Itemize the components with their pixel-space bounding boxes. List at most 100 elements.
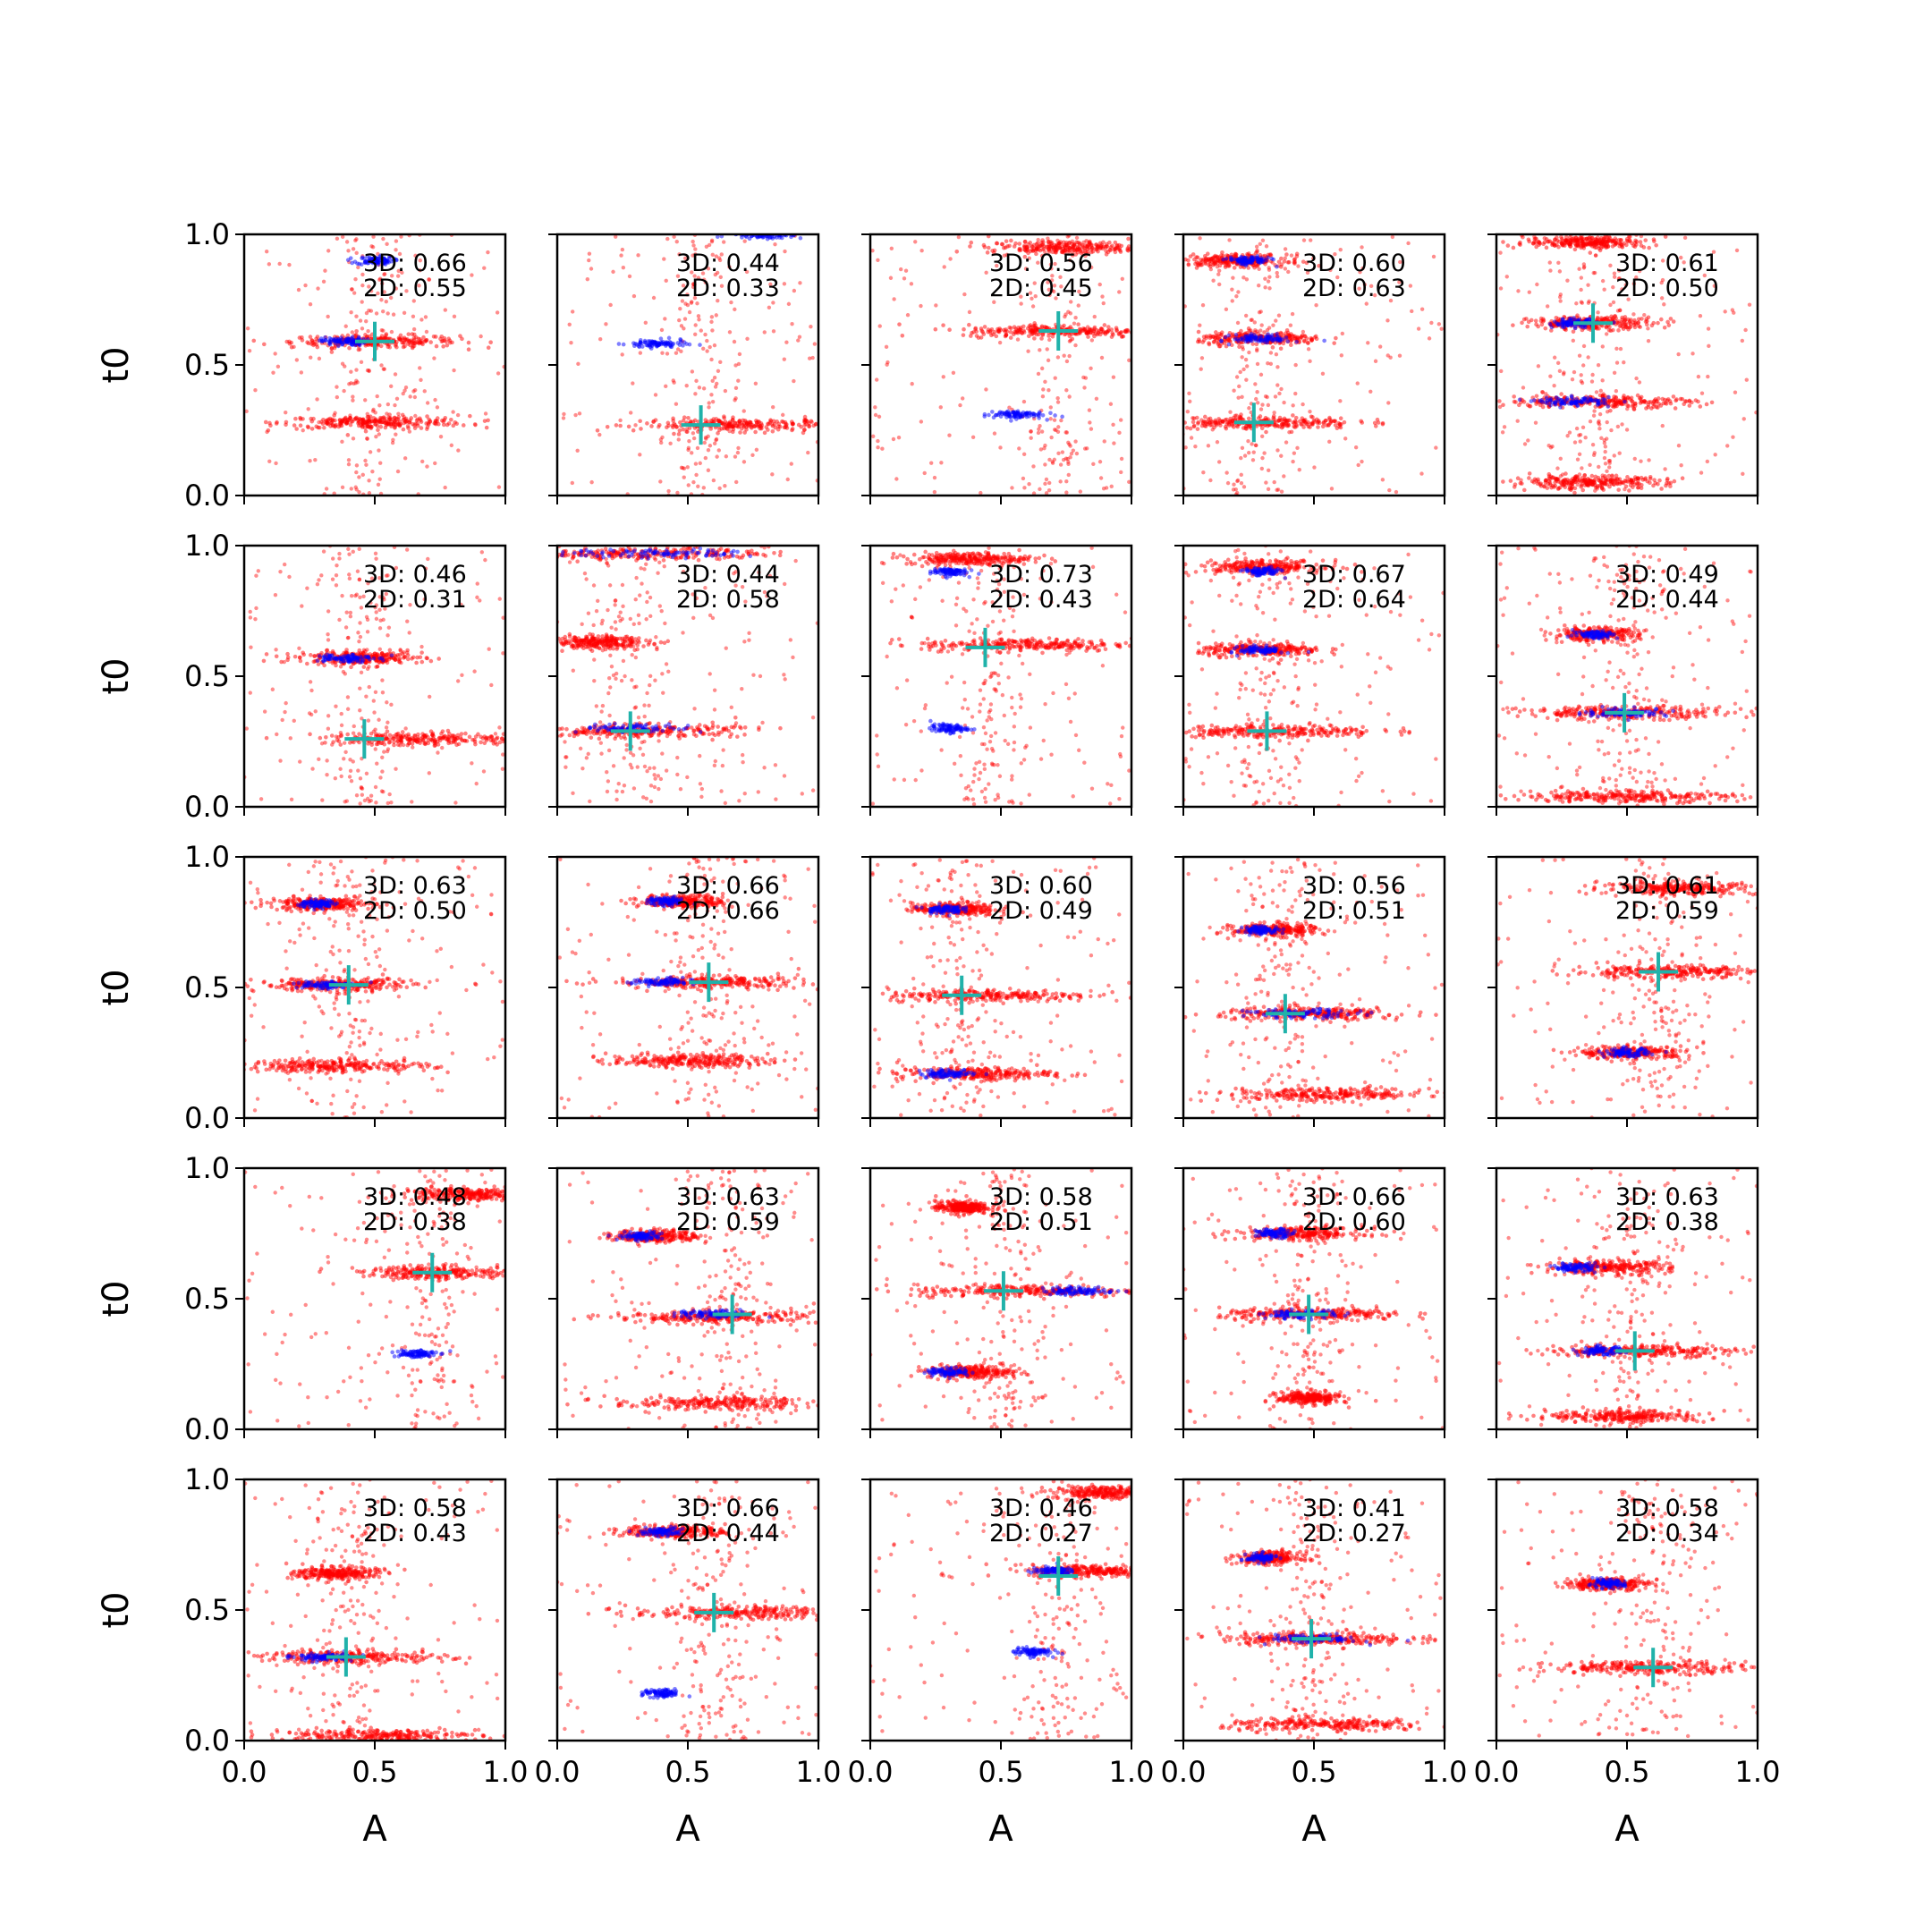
sample-point [1043, 462, 1047, 467]
sample-point [1581, 266, 1587, 270]
sample-point [577, 411, 582, 416]
cluster-point [486, 418, 490, 423]
sample-point [717, 258, 723, 263]
sample-point [713, 385, 718, 389]
sample-point [253, 388, 258, 393]
cluster-point [1525, 402, 1530, 408]
cluster-point [1230, 333, 1234, 338]
cluster-point [315, 344, 320, 350]
cluster-point [1039, 336, 1044, 341]
cluster-point [1525, 324, 1530, 329]
annotation-3d: 3D: 0.66 [363, 250, 467, 277]
sample-point [340, 234, 345, 240]
sample-point [782, 357, 787, 361]
sample-point [335, 236, 340, 242]
sample-point [717, 486, 722, 491]
sample-point [1038, 447, 1044, 452]
sample-point [1200, 303, 1206, 308]
cluster-point [394, 344, 399, 350]
cluster-point [419, 426, 424, 430]
sample-point [677, 252, 682, 257]
cluster-point [1022, 254, 1028, 259]
cluster-point [1287, 333, 1292, 338]
sample-point [1066, 440, 1071, 445]
sample-point [941, 375, 945, 379]
cluster-point [1113, 240, 1118, 245]
sample-point [620, 247, 625, 252]
cluster-point [427, 417, 431, 422]
cluster-point [1582, 473, 1587, 478]
sample-point [1244, 364, 1250, 369]
sample-point [685, 292, 690, 297]
sample-point [1339, 353, 1344, 358]
cluster-point [982, 244, 987, 250]
sample-point [1068, 455, 1072, 460]
cluster-point [360, 425, 365, 429]
sample-point [1264, 480, 1268, 485]
sample-point [1602, 287, 1606, 292]
sample-point [1047, 292, 1052, 298]
sample-point [1356, 462, 1360, 468]
cluster-point [1232, 266, 1237, 270]
sample-point [1267, 326, 1272, 330]
highlight-point [740, 235, 744, 240]
sample-point [691, 284, 696, 290]
sample-point [1390, 234, 1395, 240]
sample-point [1286, 269, 1291, 275]
sample-point [1734, 248, 1740, 253]
sample-point [1043, 250, 1047, 255]
sample-point [1084, 446, 1089, 451]
sample-point [1064, 490, 1069, 495]
cluster-point [389, 424, 394, 428]
sample-point [1268, 361, 1274, 366]
sample-point [919, 419, 924, 424]
cluster-point [1614, 473, 1619, 479]
sample-point [1597, 411, 1603, 417]
cluster-point [1022, 243, 1027, 248]
sample-point [884, 344, 889, 350]
sample-point [391, 312, 396, 317]
sample-point [1515, 419, 1520, 423]
sample-point [783, 249, 787, 254]
sample-point [1066, 462, 1071, 467]
cluster-point [1376, 420, 1381, 425]
sample-point [377, 477, 382, 481]
sample-point [1581, 363, 1586, 368]
sample-point [685, 465, 690, 470]
sample-point [1225, 480, 1231, 486]
sample-point [1030, 304, 1036, 309]
sample-point [284, 410, 288, 415]
sample-point [1059, 418, 1063, 423]
cluster-point [1671, 319, 1676, 324]
cluster-point [466, 340, 471, 345]
sample-point [1606, 459, 1612, 463]
sample-point [798, 281, 802, 285]
sample-point [1216, 460, 1222, 464]
sample-point [418, 366, 422, 370]
cluster-point [1026, 334, 1031, 339]
cluster-point [468, 413, 472, 419]
cluster-point [671, 419, 676, 423]
sample-point [422, 389, 427, 394]
sample-point [287, 262, 292, 267]
cluster-point [1207, 342, 1212, 347]
sample-point [709, 357, 714, 362]
cluster-point [1073, 248, 1078, 253]
sample-point [412, 387, 418, 393]
sample-point [877, 414, 882, 419]
sample-point [1046, 287, 1051, 292]
sample-point [376, 482, 381, 487]
sample-point [693, 332, 698, 336]
cluster-point [1041, 243, 1046, 249]
sample-point [695, 445, 700, 451]
sample-point [326, 249, 331, 253]
cluster-point [1582, 477, 1588, 482]
cluster-point [482, 419, 487, 423]
sample-point [886, 360, 890, 365]
sample-point [633, 423, 638, 428]
cluster-point [1623, 484, 1629, 489]
highlight-point [339, 337, 344, 343]
cluster-point [393, 422, 398, 428]
red-samples [561, 234, 818, 496]
cluster-point [400, 412, 405, 418]
